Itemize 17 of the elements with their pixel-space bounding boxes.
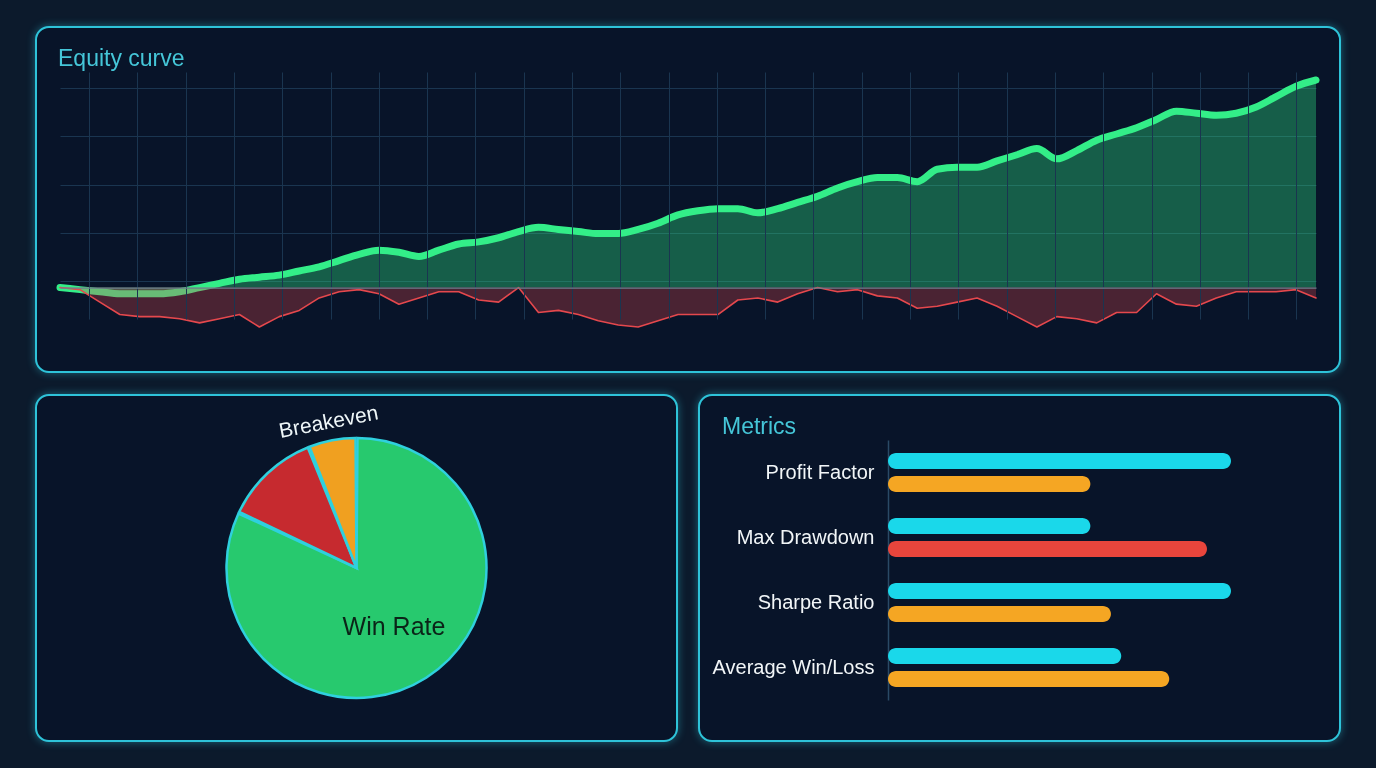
y-tick-label: Profit Factor <box>765 460 875 483</box>
bar <box>888 671 1170 687</box>
bar <box>888 453 1231 469</box>
bar <box>888 541 1207 557</box>
chart-title: Metrics <box>722 413 797 439</box>
slice-label: Breakeven <box>277 400 380 442</box>
bar <box>888 648 1122 664</box>
y-tick-label: Max Drawdown <box>736 525 875 548</box>
y-tick-label: Average Win/Loss <box>712 655 875 678</box>
bar <box>888 606 1111 622</box>
pie-slice <box>225 436 488 700</box>
bar <box>888 476 1091 492</box>
chart-title: Equity curve <box>58 45 185 71</box>
slice-label: Win Rate <box>342 612 446 641</box>
bar <box>888 518 1091 534</box>
bar <box>888 583 1231 599</box>
y-tick-label: Sharpe Ratio <box>757 590 875 613</box>
